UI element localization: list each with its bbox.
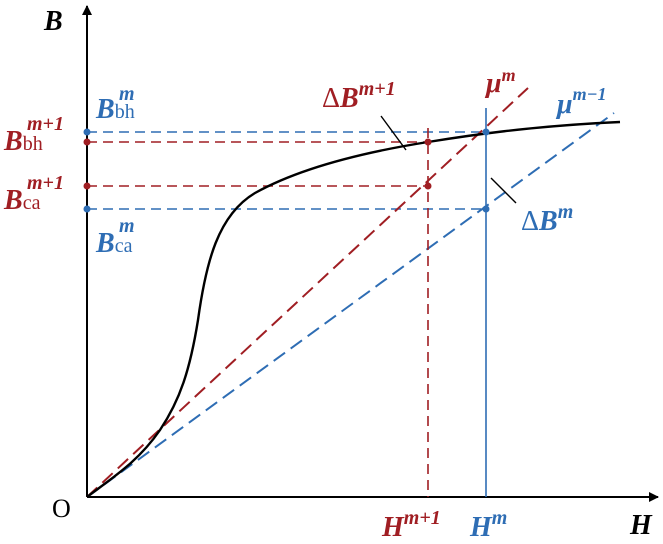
curve-intersection-m [482,128,490,136]
b-ca-m1-base: B [3,185,23,216]
mu-m-line [86,87,529,498]
h-m-label: Hm [469,507,507,543]
red-guides [86,87,529,498]
b-bh-m1-sup-text: m+1 [27,113,64,135]
b-bh-m-sub: bh [115,101,135,123]
mu-m-label: μm [484,65,516,99]
bh-curve [86,120,621,498]
h-m1-sup: m+1 [404,507,441,529]
b-ca-m1-dot [83,182,91,190]
mu-m-minus-line [86,112,615,498]
delta-b-m-delta: Δ [521,206,539,237]
x-axis-label: H [629,510,653,541]
delta-b-m1-sup: m+1 [359,78,396,100]
delta-b-m-sup: m [558,201,574,223]
b-ca-m-base: B [95,228,115,259]
b-ca-m-dot [83,205,91,213]
delta-b-m1-label: ΔBm+1 [322,78,396,114]
b-bh-m-base: B [95,94,115,125]
mu-m-base: μ [484,68,502,99]
b-ca-m-sup-text: m [119,215,135,237]
delta-b-m-base: B [538,206,558,237]
b-bh-m1-dot [83,138,91,146]
h-m1-base: H [381,512,405,543]
b-ca-m-label: Bca [95,228,133,259]
curve-intersection-m1 [424,138,432,146]
delta-b-m1-delta: Δ [322,83,340,114]
delta-b-m-label: ΔBm [521,201,573,237]
y-axis-label: B [43,6,63,37]
b-ca-m-sub: ca [115,235,133,257]
b-ca-m1-label: Bca [3,185,41,216]
delta-b-m1-base: B [339,83,359,114]
delta-b-m1-leader [380,115,407,151]
b-ca-m1-sub: ca [23,192,41,214]
origin-label: O [52,494,71,523]
mu-m-intersection [424,182,432,190]
mu-m-minus-intersection [482,205,490,213]
h-m1-label: Hm+1 [381,507,441,543]
b-bh-m-dot [83,128,91,136]
b-bh-m1-label: Bbh [3,126,43,157]
mu-m-minus-sup: m−1 [573,84,607,104]
h-m-base: H [469,512,493,543]
b-bh-m-label: Bbh [95,94,135,125]
h-m-sup: m [492,507,508,529]
delta-b-m-leader [490,177,517,204]
mu-m-minus-label: μm−1 [555,84,607,120]
b-bh-m1-sub: bh [23,133,43,155]
b-bh-m-sup-text: m [119,83,135,105]
blue-guides [86,108,615,498]
b-bh-m1-base: B [3,126,23,157]
b-ca-m1-sup-text: m+1 [27,172,64,194]
mu-m-sup: m [502,65,516,85]
mu-m-minus-base: μ [555,89,573,120]
